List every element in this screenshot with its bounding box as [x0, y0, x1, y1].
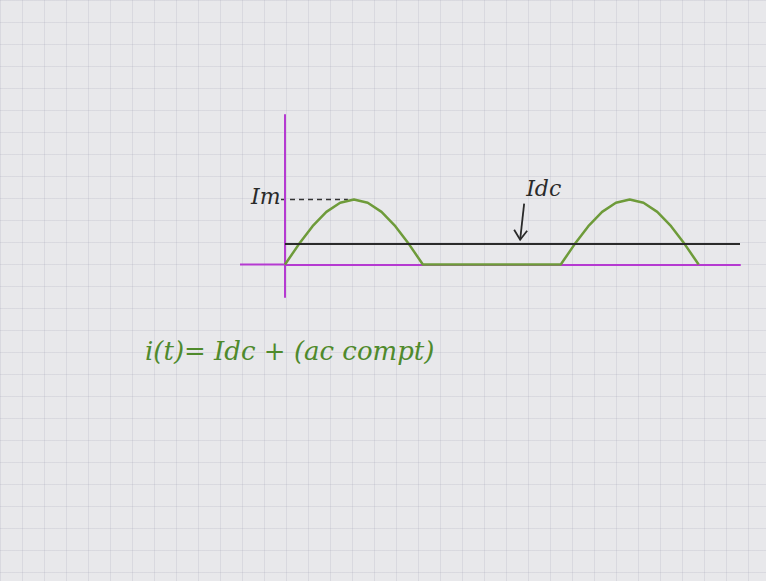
svg-text:i(t)= Idc + (ac compt): i(t)= Idc + (ac compt) — [145, 336, 434, 366]
svg-text:Im: Im — [250, 184, 281, 209]
svg-text:Idc: Idc — [525, 176, 561, 201]
